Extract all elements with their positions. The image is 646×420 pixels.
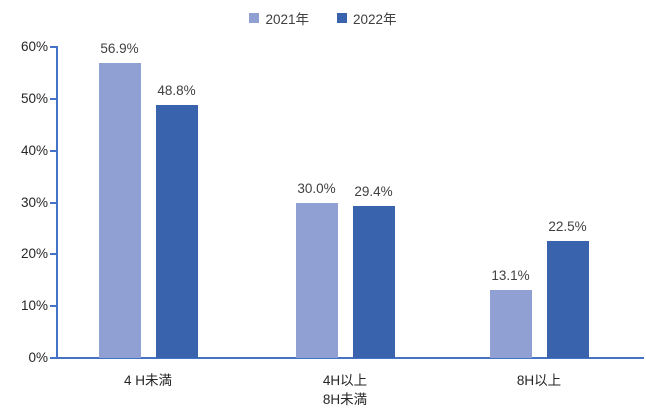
bar-2022年-4H以上8H未満 — [352, 205, 395, 358]
data-label-2022年-4H未満: 48.8% — [157, 83, 196, 99]
legend-label-2021: 2021年 — [265, 12, 309, 27]
y-axis-tick — [50, 201, 56, 204]
x-axis-line — [56, 357, 644, 359]
bar-2021年-8H以上 — [489, 290, 532, 358]
x-axis-category-label: 8H以上 — [516, 373, 562, 388]
legend-swatch-2022 — [337, 13, 347, 23]
data-label-2021年-4H以上8H未満: 30.0% — [297, 180, 336, 196]
legend-swatch-2021 — [249, 13, 260, 23]
y-axis-tick-label: 10% — [20, 298, 48, 314]
y-axis-tick — [50, 46, 56, 48]
bar-2021年-4H以上8H未満 — [295, 202, 338, 358]
bar-2021年-4H未満 — [98, 63, 141, 358]
y-axis-tick — [50, 149, 56, 152]
data-label-2021年-8H以上: 13.1% — [491, 268, 530, 284]
legend: 2021年 2022年 — [0, 8, 646, 28]
y-axis-tick — [50, 357, 56, 359]
legend-item-2022: 2022年 — [337, 8, 397, 28]
y-axis-tick-label: 60% — [20, 39, 48, 54]
x-axis-category-label: 4 H未満 — [123, 373, 172, 388]
y-axis-tick-label: 50% — [20, 90, 48, 106]
y-axis-line — [56, 46, 58, 359]
y-axis-tick — [50, 97, 56, 100]
legend-item-2021: 2021年 — [249, 8, 309, 28]
y-axis-tick — [50, 253, 56, 256]
data-label-2021年-4H未満: 56.9% — [100, 41, 139, 57]
bar-2022年-4H未満 — [155, 105, 198, 358]
y-axis-tick-label: 30% — [20, 194, 48, 210]
bar-2022年-8H以上 — [546, 241, 589, 358]
data-label-2022年-8H以上: 22.5% — [548, 219, 587, 235]
x-axis-category-label: 4H以上 8H未満 — [322, 373, 368, 407]
data-label-2022年-4H以上8H未満: 29.4% — [354, 183, 393, 199]
y-axis-tick-label: 0% — [28, 350, 48, 365]
legend-label-2022: 2022年 — [353, 12, 397, 27]
y-axis-tick-label: 40% — [20, 142, 48, 158]
y-axis-tick-label: 20% — [20, 246, 48, 262]
y-axis-tick — [50, 305, 56, 308]
